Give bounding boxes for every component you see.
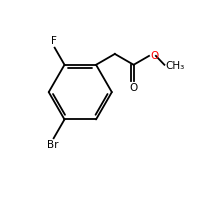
Text: Br: Br	[47, 140, 58, 150]
Text: F: F	[51, 36, 57, 46]
Text: CH₃: CH₃	[165, 61, 185, 71]
Text: O: O	[150, 51, 158, 61]
Text: O: O	[130, 83, 138, 93]
